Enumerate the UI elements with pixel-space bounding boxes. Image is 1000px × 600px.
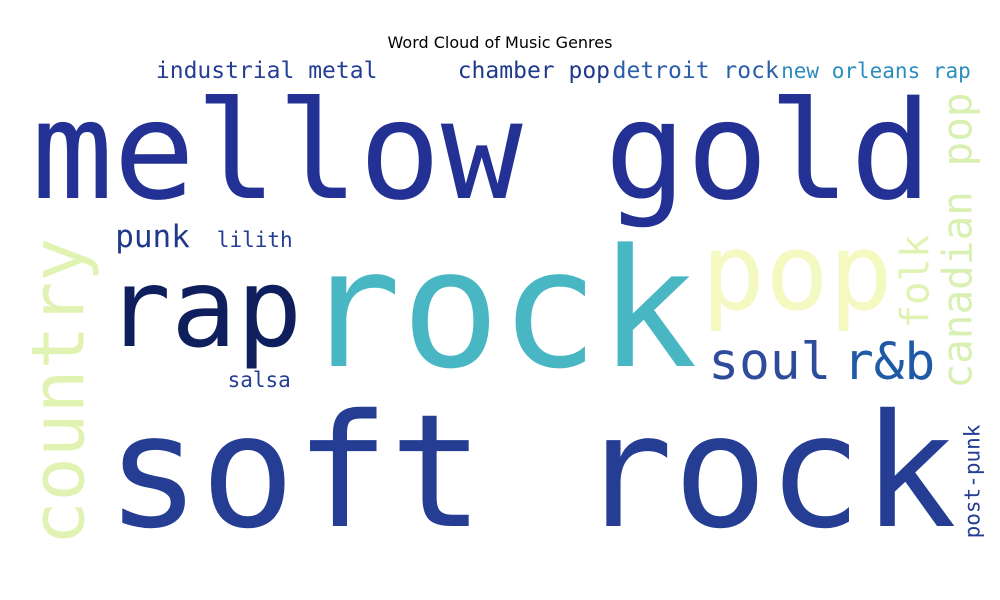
cloud-word: rock [302, 214, 698, 405]
cloud-word: post-punk [960, 425, 985, 539]
word-cloud: rock soft rock mellow gold rap pop country sou… [15, 60, 985, 560]
cloud-word: mellow gold [31, 73, 933, 232]
cloud-word: rap [105, 244, 303, 372]
cloud-word: lilith [216, 228, 293, 253]
cloud-word: country [16, 237, 102, 546]
cloud-word: chamber pop [457, 60, 611, 85]
cloud-word: punk [115, 218, 190, 255]
cloud-word: salsa [227, 367, 291, 392]
cloud-word: folk [893, 234, 939, 329]
chart-title: Word Cloud of Music Genres [387, 33, 613, 52]
cloud-word: canadian pop [933, 92, 982, 389]
cloud-word: new orleans rap [781, 60, 971, 83]
cloud-word: pop [701, 211, 893, 335]
cloud-word: detroit rock [612, 60, 779, 85]
cloud-word: soft rock [105, 380, 957, 560]
cloud-word: industrial metal [155, 60, 378, 85]
cloud-word: r&b [843, 333, 936, 393]
cloud-word: soul [708, 332, 832, 392]
